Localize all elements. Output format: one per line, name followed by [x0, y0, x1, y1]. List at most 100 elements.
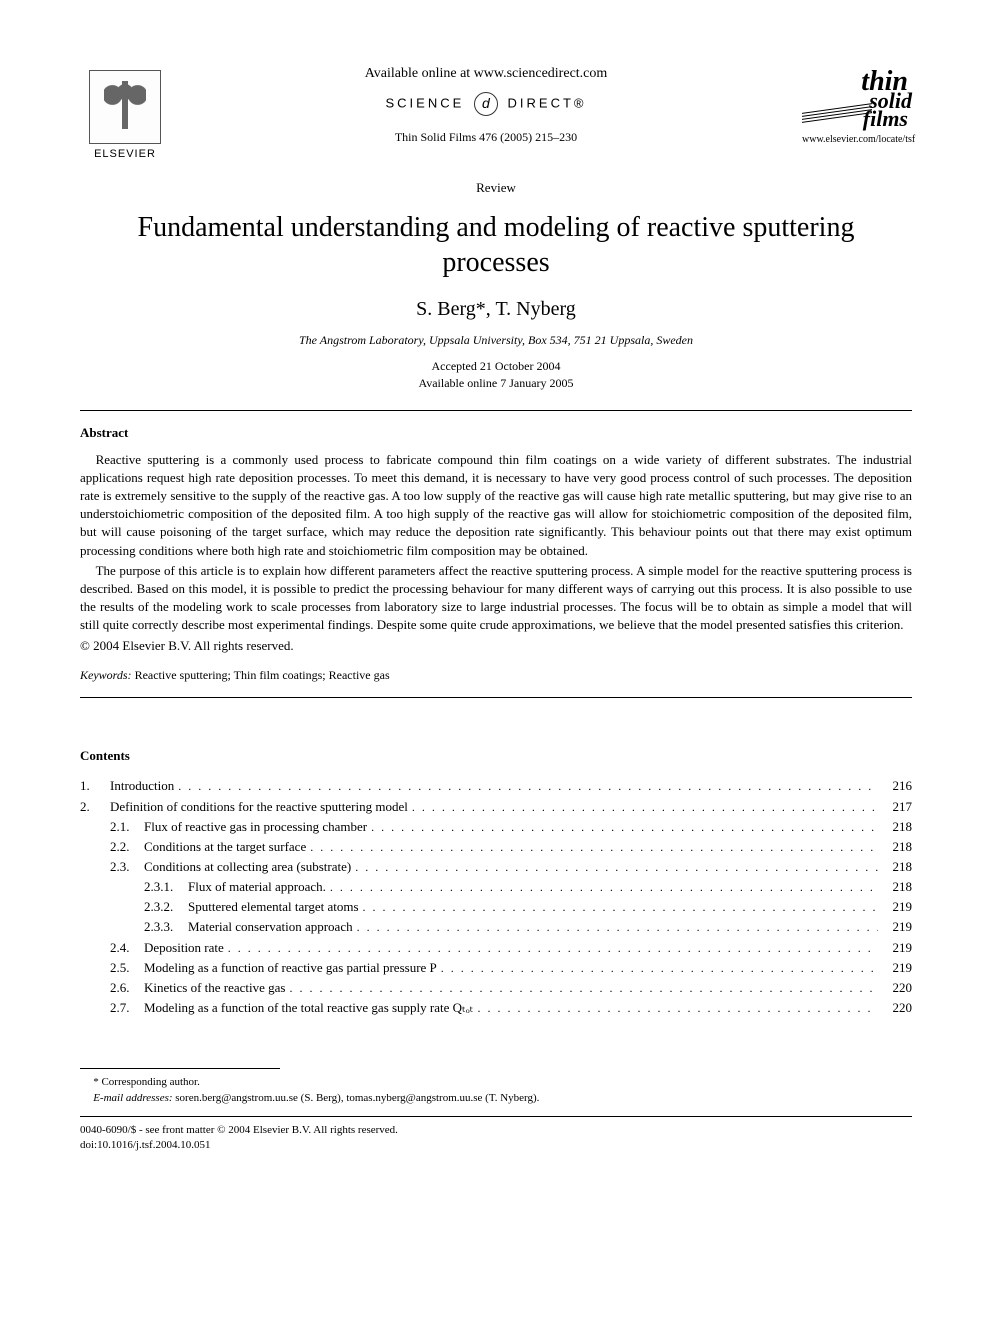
available-online-text: Available online at www.sciencedirect.co… [170, 66, 802, 82]
article-type-label: Review [80, 180, 912, 196]
toc-page: 219 [878, 917, 912, 937]
accepted-date: Accepted 21 October 2004 [80, 358, 912, 375]
toc-page: 219 [878, 897, 912, 917]
toc-row: 2.3.1.Flux of material approach. . . . .… [80, 877, 912, 897]
toc-page: 218 [878, 817, 912, 837]
toc-leader-dots: . . . . . . . . . . . . . . . . . . . . … [353, 918, 878, 937]
toc-page: 217 [878, 797, 912, 817]
abstract-heading: Abstract [80, 425, 912, 441]
email-addresses: soren.berg@angstrom.uu.se (S. Berg), tom… [173, 1092, 540, 1104]
toc-number: 2. [80, 797, 110, 817]
toc-row: 2.3.Conditions at collecting area (subst… [80, 857, 912, 877]
toc-title: Introduction [110, 776, 174, 796]
toc-page: 218 [878, 837, 912, 857]
journal-url: www.elsevier.com/locate/tsf [802, 134, 912, 145]
toc-title: Deposition rate [144, 938, 224, 958]
toc-page: 220 [878, 978, 912, 998]
toc-page: 219 [878, 958, 912, 978]
tsf-word3: films [863, 106, 908, 132]
toc-title: Conditions at the target surface [144, 837, 306, 857]
toc-row: 2.7.Modeling as a function of the total … [80, 998, 912, 1018]
footnote-rule [80, 1068, 280, 1069]
contents-table: 1.Introduction . . . . . . . . . . . . .… [80, 776, 912, 1018]
keywords-label: Keywords: [80, 668, 132, 682]
toc-row: 2.5.Modeling as a function of reactive g… [80, 958, 912, 978]
center-header: Available online at www.sciencedirect.co… [170, 60, 802, 149]
contents-block: Contents 1.Introduction . . . . . . . . … [80, 748, 912, 1018]
toc-number: 2.4. [80, 938, 144, 958]
toc-number: 2.1. [80, 817, 144, 837]
toc-leader-dots: . . . . . . . . . . . . . . . . . . . . … [306, 838, 878, 857]
toc-page: 218 [878, 877, 912, 897]
toc-number: 2.5. [80, 958, 144, 978]
toc-leader-dots: . . . . . . . . . . . . . . . . . . . . … [351, 858, 878, 877]
abstract-p1: Reactive sputtering is a commonly used p… [80, 451, 912, 560]
toc-leader-dots: . . . . . . . . . . . . . . . . . . . . … [224, 939, 878, 958]
toc-title: Conditions at collecting area (substrate… [144, 857, 351, 877]
corresponding-author-note: * Corresponding author. [80, 1075, 912, 1090]
footer: 0040-6090/$ - see front matter © 2004 El… [80, 1123, 912, 1154]
toc-title: Definition of conditions for the reactiv… [110, 797, 408, 817]
header-row: ELSEVIER Available online at www.science… [80, 60, 912, 170]
toc-number: 2.3.2. [80, 897, 188, 917]
toc-leader-dots: . . . . . . . . . . . . . . . . . . . . … [286, 979, 879, 998]
sd-right: DIRECT® [508, 95, 587, 110]
toc-row: 2.6.Kinetics of the reactive gas . . . .… [80, 978, 912, 998]
keywords-text: Reactive sputtering; Thin film coatings;… [132, 668, 390, 682]
toc-leader-dots: . . . . . . . . . . . . . . . . . . . . … [408, 798, 878, 817]
article-title: Fundamental understanding and modeling o… [120, 210, 872, 280]
publisher-name: ELSEVIER [94, 148, 156, 160]
available-date: Available online 7 January 2005 [80, 375, 912, 392]
journal-logo-graphic: thin solid films [802, 66, 912, 126]
journal-logo: thin solid films www.elsevier.com/locate… [802, 66, 912, 145]
footer-rule [80, 1116, 912, 1117]
toc-number: 2.3.3. [80, 917, 188, 937]
toc-leader-dots: . . . . . . . . . . . . . . . . . . . . … [473, 999, 878, 1018]
footer-line1: 0040-6090/$ - see front matter © 2004 El… [80, 1123, 912, 1138]
footer-line2: doi:10.1016/j.tsf.2004.10.051 [80, 1138, 912, 1153]
journal-reference: Thin Solid Films 476 (2005) 215–230 [170, 130, 802, 145]
toc-title: Modeling as a function of the total reac… [144, 998, 473, 1018]
authors: S. Berg*, T. Nyberg [80, 298, 912, 321]
toc-row: 2.1.Flux of reactive gas in processing c… [80, 817, 912, 837]
rule-below-keywords [80, 697, 912, 698]
toc-row: 2.2.Conditions at the target surface . .… [80, 837, 912, 857]
email-label: E-mail addresses: [93, 1092, 172, 1104]
toc-title: Material conservation approach [188, 917, 353, 937]
keywords-line: Keywords: Reactive sputtering; Thin film… [80, 668, 912, 683]
toc-leader-dots: . . . . . . . . . . . . . . . . . . . . … [367, 818, 878, 837]
toc-row: 2.4.Deposition rate . . . . . . . . . . … [80, 938, 912, 958]
contents-heading: Contents [80, 748, 912, 764]
toc-title: Kinetics of the reactive gas [144, 978, 286, 998]
abstract-body: Reactive sputtering is a commonly used p… [80, 451, 912, 635]
toc-page: 218 [878, 857, 912, 877]
dates-block: Accepted 21 October 2004 Available onlin… [80, 358, 912, 392]
toc-title: Flux of reactive gas in processing chamb… [144, 817, 367, 837]
science-direct-logo: SCIENCE d DIRECT® [170, 92, 802, 116]
toc-title: Modeling as a function of reactive gas p… [144, 958, 437, 978]
toc-leader-dots: . . . . . . . . . . . . . . . . . . . . … [359, 898, 878, 917]
toc-number: 2.2. [80, 837, 144, 857]
toc-number: 2.6. [80, 978, 144, 998]
toc-leader-dots: . . . . . . . . . . . . . . . . . . . . … [174, 777, 878, 796]
toc-row: 2.3.3.Material conservation approach . .… [80, 917, 912, 937]
toc-title: Sputtered elemental target atoms [188, 897, 359, 917]
toc-number: 2.3.1. [80, 877, 188, 897]
sd-left: SCIENCE [385, 95, 464, 110]
paper-page: ELSEVIER Available online at www.science… [0, 0, 992, 1194]
toc-number: 2.7. [80, 998, 144, 1018]
toc-leader-dots: . . . . . . . . . . . . . . . . . . . . … [437, 959, 878, 978]
toc-title: Flux of material approach. [188, 877, 326, 897]
rule-above-abstract [80, 410, 912, 411]
elsevier-logo: ELSEVIER [80, 70, 170, 170]
footnotes: * Corresponding author. E-mail addresses… [80, 1075, 912, 1106]
toc-number: 1. [80, 776, 110, 796]
toc-page: 219 [878, 938, 912, 958]
toc-row: 2.Definition of conditions for the react… [80, 797, 912, 817]
affiliation: The Angstrom Laboratory, Uppsala Univers… [80, 333, 912, 348]
sd-at-icon: d [474, 92, 498, 116]
toc-page: 220 [878, 998, 912, 1018]
toc-number: 2.3. [80, 857, 144, 877]
toc-page: 216 [878, 776, 912, 796]
email-line: E-mail addresses: soren.berg@angstrom.uu… [80, 1091, 912, 1106]
